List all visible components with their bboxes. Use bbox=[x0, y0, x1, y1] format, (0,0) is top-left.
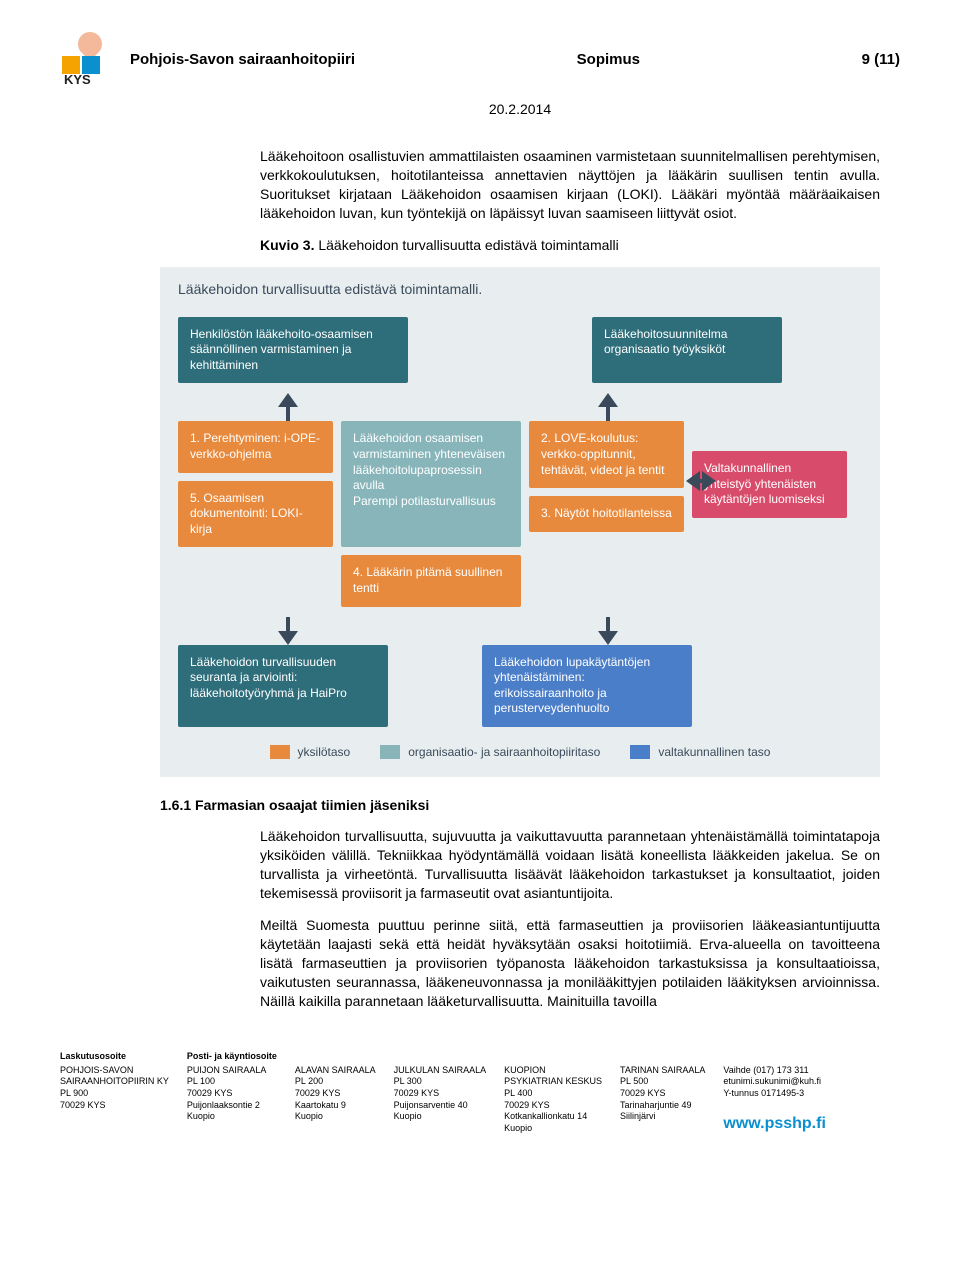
diagram-container: Lääkehoidon turvallisuutta edistävä toim… bbox=[160, 267, 880, 777]
psshp-link[interactable]: www.psshp.fi bbox=[723, 1114, 826, 1135]
legend-org: organisaatio- ja sairaanhoitopiiritaso bbox=[408, 745, 600, 759]
footer-billing: Laskutusosoite POHJOIS-SAVONSAIRAANHOITO… bbox=[60, 1051, 169, 1111]
arrow-icon bbox=[598, 393, 618, 421]
box-medication-plan: Lääkehoitosuunnitelma organisaatio työyk… bbox=[592, 317, 782, 384]
box-documentation: 5. Osaamisen dokumentointi: LOKI-kirja bbox=[178, 481, 333, 548]
box-staff-competence: Henkilöstön lääkehoito-osaamisen säännöl… bbox=[178, 317, 408, 384]
box-demonstrations: 3. Näytöt hoitotilanteissa bbox=[529, 496, 684, 532]
diagram-legend: yksilötaso organisaatio- ja sairaanhoito… bbox=[178, 745, 862, 759]
box-safety-monitoring: Lääkehoidon turvallisuuden seuranta ja a… bbox=[178, 645, 388, 727]
paragraph-1: Lääkehoitoon osallistuvien ammattilaiste… bbox=[260, 147, 880, 223]
legend-swatch bbox=[270, 745, 290, 759]
footer-kuopio: KUOPIONPSYKIATRIAN KESKUS PL 40070029 KY… bbox=[504, 1051, 602, 1135]
doc-date: 20.2.2014 bbox=[140, 101, 900, 117]
page-header: KYS Pohjois-Savon sairaanhoitopiiri Sopi… bbox=[60, 30, 900, 89]
org-name: Pohjois-Savon sairaanhoitopiiri bbox=[130, 51, 355, 68]
page-number: 9 (11) bbox=[862, 51, 900, 68]
section-heading: 1.6.1 Farmasian osaajat tiimien jäseniks… bbox=[160, 797, 900, 813]
footer-postal: Posti- ja käyntiosoite PUIJON SAIRAALAPL… bbox=[187, 1051, 277, 1123]
footer-contact: Vaihde (017) 173 311etunimi.sukunimi@kuh… bbox=[723, 1051, 826, 1135]
paragraph-3: Meiltä Suomesta puuttuu perinne siitä, e… bbox=[260, 916, 880, 1010]
box-competence-process: Lääkehoidon osaamisen varmistaminen yhte… bbox=[341, 421, 521, 547]
legend-swatch bbox=[630, 745, 650, 759]
box-love-training: 2. LOVE-koulutus: verkko-oppitunnit, teh… bbox=[529, 421, 684, 488]
arrow-icon bbox=[278, 617, 298, 645]
footer-julkula: JULKULAN SAIRAALAPL 300 70029 KYSPuijons… bbox=[394, 1051, 487, 1123]
footer-alava: ALAVAN SAIRAALAPL 200 70029 KYSKaartokat… bbox=[295, 1051, 376, 1123]
kys-logo: KYS bbox=[60, 30, 130, 89]
legend-swatch bbox=[380, 745, 400, 759]
box-oral-exam: 4. Lääkärin pitämä suullinen tentti bbox=[341, 555, 521, 606]
svg-text:KYS: KYS bbox=[64, 72, 91, 86]
doc-type: Sopimus bbox=[577, 51, 640, 68]
arrow-icon bbox=[598, 617, 618, 645]
diagram-title: Lääkehoidon turvallisuutta edistävä toim… bbox=[178, 281, 862, 297]
figure-label: Kuvio 3. Lääkehoidon turvallisuutta edis… bbox=[260, 237, 900, 253]
arrow-icon bbox=[278, 393, 298, 421]
page-footer: Laskutusosoite POHJOIS-SAVONSAIRAANHOITO… bbox=[60, 1051, 900, 1135]
box-orientation: 1. Perehtyminen: i-OPE-verkko-ohjelma bbox=[178, 421, 333, 472]
legend-individual: yksilötaso bbox=[298, 745, 351, 759]
box-permit-harmonisation: Lääkehoidon lupakäytäntöjen yhtenäistämi… bbox=[482, 645, 692, 727]
footer-tarina: TARINAN SAIRAALAPL 500 70029 KYSTarinaha… bbox=[620, 1051, 705, 1123]
legend-national: valtakunnallinen taso bbox=[658, 745, 770, 759]
paragraph-2: Lääkehoidon turvallisuutta, sujuvuutta j… bbox=[260, 827, 880, 903]
